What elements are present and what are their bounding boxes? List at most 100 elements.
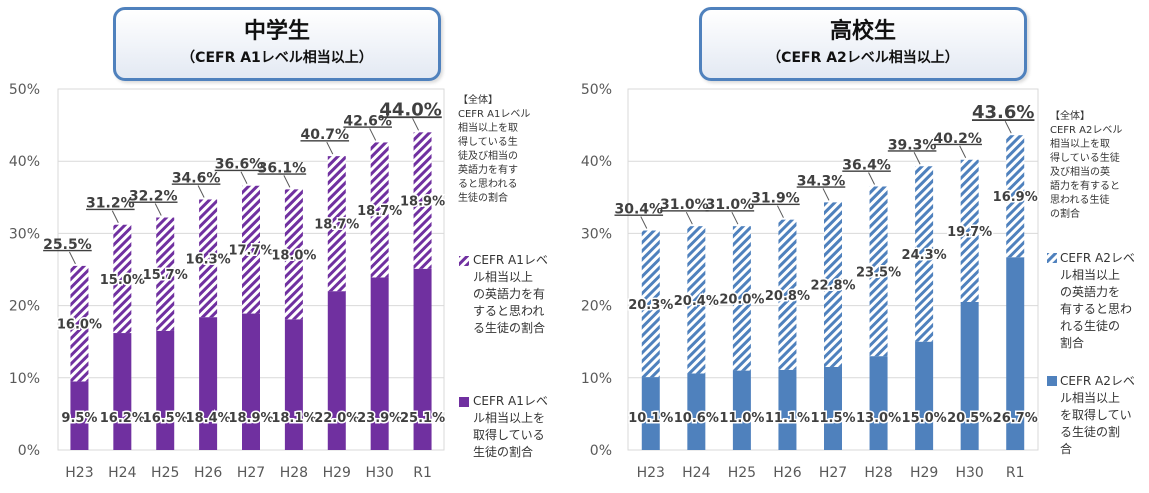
chart-subtitle: （CEFR A2レベル相当以上）	[767, 50, 959, 66]
data-label-total: 31.0%	[660, 197, 709, 213]
x-tick-label: H30	[365, 465, 393, 481]
data-label-upper: 24.3%	[902, 248, 947, 263]
data-label-lower: 26.7%	[993, 411, 1038, 426]
bar-solid	[413, 268, 432, 450]
data-label-total: 31.2%	[86, 196, 135, 212]
x-tick-label: H26	[194, 465, 222, 481]
data-label-total: 36.1%	[258, 160, 307, 176]
bar-solid	[242, 313, 260, 450]
data-label-total: 40.7%	[300, 127, 349, 143]
bar-solid	[641, 377, 660, 450]
x-tick-label: H23	[65, 465, 93, 481]
data-label-upper: 15.7%	[143, 268, 188, 283]
bar-hatched	[732, 226, 751, 371]
y-tick-label: 0%	[18, 443, 40, 459]
data-label-lower: 9.5%	[61, 411, 97, 426]
legend-swatch-solid	[459, 397, 469, 407]
y-tick-label: 30%	[581, 226, 612, 242]
y-tick-label: 10%	[9, 371, 40, 387]
chart-title-box-senior: 高校生 （CEFR A2レベル相当以上）	[699, 7, 1027, 81]
data-label-upper: 22.8%	[810, 279, 855, 294]
data-label-upper: 18.7%	[357, 204, 402, 219]
bar-hatched	[641, 230, 660, 378]
x-tick-label: H30	[955, 465, 983, 481]
bar-solid	[960, 301, 979, 450]
x-tick-label: H29	[323, 465, 351, 481]
y-tick-label: 20%	[9, 299, 40, 315]
data-label-total: 40.2%	[933, 131, 982, 147]
data-label-upper: 18.0%	[271, 248, 316, 263]
bar-hatched	[370, 142, 389, 278]
data-label-total: 25.5%	[43, 237, 92, 253]
bar-hatched	[869, 186, 888, 357]
legend-total-note: 【全体】 CEFR A1レベル 相当以上を取 得している生 徒及び相当の 英語力…	[458, 95, 531, 204]
bar-solid	[156, 330, 175, 450]
total-leader-line	[868, 172, 876, 185]
data-label-lower: 15.0%	[902, 411, 947, 426]
data-label-upper: 16.3%	[186, 252, 231, 267]
total-leader-line	[68, 251, 76, 265]
bar-solid	[915, 341, 934, 450]
total-leader-line	[1004, 120, 1012, 134]
data-label-lower: 11.5%	[810, 411, 855, 426]
data-label-total: 39.3%	[888, 137, 937, 153]
legend-total-note: 【全体】 CEFR A2レベル 相当以上を取 得している生徒 及び相当の英 語力…	[1050, 111, 1123, 220]
data-label-total: 36.6%	[215, 157, 264, 173]
total-leader-line	[776, 205, 784, 218]
bar-solid	[732, 370, 751, 450]
data-label-upper: 17.7%	[228, 244, 273, 259]
data-label-upper: 23.5%	[856, 265, 901, 280]
y-tick-label: 20%	[581, 299, 612, 315]
x-tick-label: H28	[280, 465, 308, 481]
chart-subtitle: （CEFR A1レベル相当以上）	[181, 50, 373, 66]
total-leader-line	[369, 128, 377, 141]
legend-swatch-hatched	[1047, 253, 1057, 263]
y-tick-label: 0%	[590, 443, 612, 459]
y-tick-label: 40%	[9, 154, 40, 170]
chart-title: 中学生	[243, 19, 310, 44]
chart-title: 高校生	[829, 19, 896, 44]
x-tick-label: H24	[682, 465, 710, 481]
data-label-total: 43.6%	[972, 102, 1034, 123]
total-leader-line	[685, 211, 693, 225]
data-label-upper: 15.0%	[100, 273, 145, 288]
bar-solid	[284, 319, 303, 450]
bar-hatched	[156, 217, 175, 331]
data-label-total: 36.4%	[842, 157, 891, 173]
x-tick-label: H28	[864, 465, 892, 481]
data-label-lower: 22.0%	[314, 411, 359, 426]
data-label-total: 44.0%	[379, 99, 441, 120]
data-label-upper: 16.9%	[993, 190, 1038, 205]
bar-hatched	[242, 185, 260, 314]
bar-hatched	[824, 202, 842, 367]
bar-hatched	[1006, 135, 1025, 258]
total-leader-line	[913, 152, 921, 165]
x-tick-label: H23	[637, 465, 665, 481]
bar-hatched	[687, 226, 706, 374]
x-tick-label: R1	[1006, 465, 1025, 481]
data-label-lower: 18.9%	[228, 411, 273, 426]
x-tick-label: H26	[773, 465, 801, 481]
bar-solid	[199, 317, 218, 450]
bar-solid	[70, 381, 89, 450]
y-tick-label: 50%	[581, 82, 612, 98]
bar-hatched	[113, 224, 132, 334]
y-tick-label: 40%	[581, 154, 612, 170]
bar-solid	[1006, 257, 1025, 450]
total-leader-line	[412, 118, 420, 131]
bar-hatched	[327, 156, 346, 292]
x-tick-label: H29	[910, 465, 938, 481]
y-tick-label: 50%	[9, 82, 40, 98]
data-label-total: 34.3%	[797, 173, 846, 189]
legend-swatch-solid	[1047, 376, 1057, 386]
bar-solid	[687, 373, 706, 450]
bar-hatched	[778, 219, 797, 370]
data-label-upper: 20.4%	[674, 294, 719, 309]
data-label-lower: 23.9%	[357, 411, 402, 426]
bar-solid	[327, 291, 346, 450]
legend-lower-label: CEFR A1レベ ル相当以上を 取得している 生徒の割合	[473, 394, 548, 459]
x-tick-label: H25	[151, 465, 179, 481]
data-label-lower: 18.4%	[186, 411, 231, 426]
bar-hatched	[284, 189, 303, 320]
